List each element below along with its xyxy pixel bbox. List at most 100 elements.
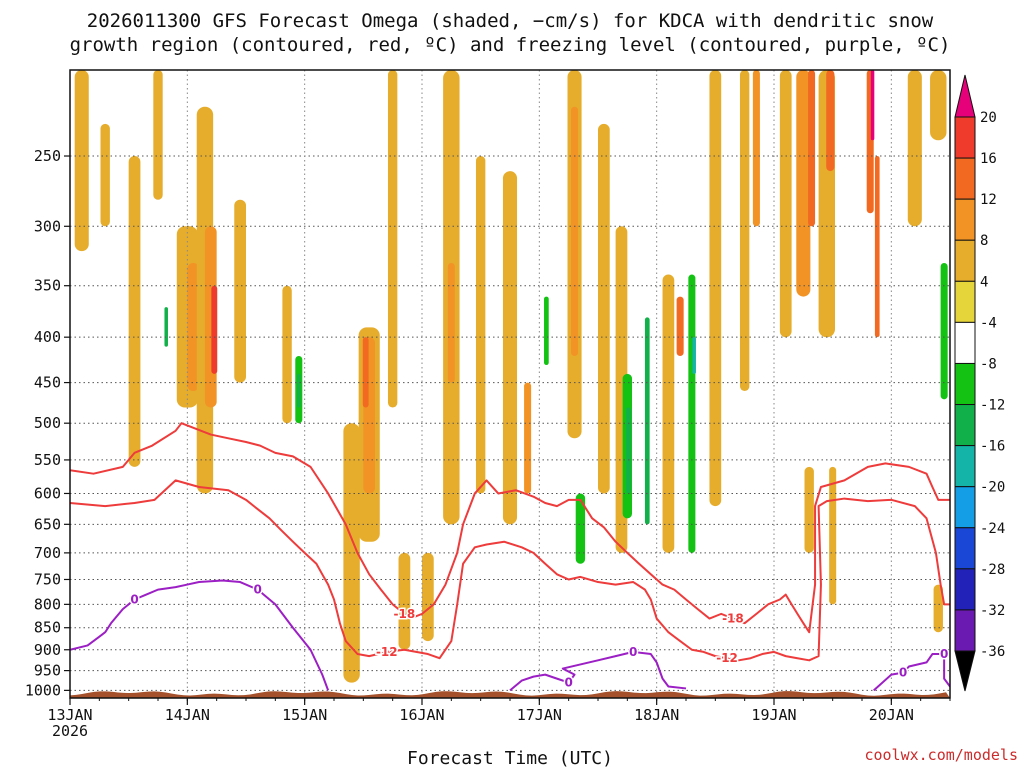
y-tick-label: 900: [34, 641, 61, 659]
omega-cell: [644, 317, 650, 525]
omega-cell: [297, 373, 301, 408]
colorbar-legend: 20 16 12 8 4 -4 -8 -12 -16 -20 -24 -28 -32 -36: [954, 74, 1005, 692]
omega-cell: [930, 70, 947, 141]
colorbar-bin: [954, 445, 976, 488]
omega-cell: [74, 70, 89, 252]
omega-cell: [688, 274, 696, 553]
colorbar-tick-label: 16: [980, 151, 997, 167]
colorbar-tick-label: -36: [980, 644, 1005, 660]
y-tick-label: 950: [34, 662, 61, 680]
omega-cell: [779, 70, 792, 338]
omega-cell: [362, 337, 369, 408]
colorbar-bin: [954, 198, 976, 241]
contour-label: 0: [899, 666, 907, 680]
omega-cell: [502, 171, 518, 525]
y-tick-label: 550: [34, 451, 61, 469]
omega-cell: [829, 466, 837, 605]
terrain-ground: [70, 691, 950, 698]
terrain-fill: [70, 691, 950, 698]
colorbar-top-arrow: [954, 74, 976, 118]
omega-cell: [804, 466, 814, 553]
x-tick-label: 17JAN: [517, 706, 562, 724]
x-tick-label: 14JAN: [165, 706, 210, 724]
omega-cell: [447, 263, 455, 383]
omega-cell: [153, 70, 163, 200]
omega-cell: [475, 156, 486, 494]
contour-label: 0: [564, 676, 572, 690]
contour-label: 0: [130, 593, 138, 607]
contour-label: -18: [394, 607, 416, 621]
colorbar-bin: [954, 609, 976, 652]
contour-label: 0: [629, 645, 637, 659]
omega-cell: [941, 636, 947, 659]
x-axis-time: 13JAN 14JAN 15JAN 16JAN 17JAN 18JAN 19JAN 20JAN: [47, 698, 951, 724]
omega-cell: [626, 407, 631, 494]
contour-label: -12: [376, 645, 398, 659]
contour-line: [70, 579, 330, 691]
y-tick-label: 800: [34, 595, 61, 613]
chart-title-line-1: 2026011300 GFS Forecast Omega (shaded, −…: [87, 10, 934, 32]
omega-cell: [128, 156, 141, 467]
omega-cell: [544, 296, 549, 366]
colorbar-tick-label: 20: [980, 110, 997, 126]
omega-cell: [278, 171, 284, 227]
x-tick-label: 20JAN: [869, 706, 914, 724]
chart-title-line-2: growth region (contoured, red, ºC) and f…: [70, 34, 951, 56]
colorbar-bin: [954, 321, 976, 364]
colorbar-tick-label: -32: [980, 603, 1005, 619]
omega-cell: [907, 70, 922, 227]
colorbar-tick-label: 4: [980, 274, 988, 290]
grid-lines: [70, 70, 950, 698]
omega-cell: [765, 337, 771, 400]
x-axis-year: 2026: [52, 722, 88, 740]
omega-cell: [126, 541, 132, 580]
colorbar-bin: [954, 362, 976, 406]
colorbar-tick-label: 12: [980, 192, 997, 208]
omega-cell: [187, 263, 200, 392]
y-tick-label: 850: [34, 619, 61, 637]
y-tick-label: 250: [34, 147, 61, 165]
omega-cell: [739, 70, 750, 392]
x-tick-label: 19JAN: [751, 706, 796, 724]
x-tick-label: 13JAN: [47, 706, 92, 724]
colorbar-bin: [954, 486, 976, 529]
omega-cell: [529, 541, 537, 590]
y-tick-label: 350: [34, 277, 61, 295]
omega-cell: [524, 382, 532, 494]
omega-cell: [927, 317, 938, 564]
omega-cell: [870, 70, 875, 141]
contour-line: [70, 422, 950, 634]
colorbar-tick-label: -20: [980, 480, 1005, 496]
omega-cell: [692, 337, 696, 374]
omega-cell: [571, 106, 579, 356]
x-tick-label: 16JAN: [399, 706, 444, 724]
contour-label: 0: [940, 647, 948, 661]
colorbar-bin: [954, 404, 976, 447]
omega-cell: [100, 123, 110, 227]
omega-cell: [662, 274, 675, 553]
x-axis-title: Forecast Time (UTC): [407, 748, 613, 768]
colorbar-bin: [954, 157, 976, 200]
credit-text: coolwx.com/models: [864, 746, 1018, 764]
omega-cell: [826, 70, 835, 172]
omega-cell: [211, 285, 218, 374]
colorbar-bin: [954, 568, 976, 611]
omega-cell: [598, 123, 610, 494]
x-tick-label: 18JAN: [634, 706, 679, 724]
y-tick-label: 600: [34, 484, 61, 502]
colorbar-tick-label: 8: [980, 233, 988, 249]
omega-cell: [676, 296, 684, 356]
plot-area: -18 -18 -12 -12 0 0 0 0 0 0: [70, 70, 950, 698]
omega-cell: [343, 423, 360, 683]
colorbar-bin: [954, 239, 976, 282]
y-tick-label: 300: [34, 217, 61, 235]
colorbar-tick-label: -24: [980, 521, 1005, 537]
contour-line: [509, 650, 687, 692]
omega-cell: [933, 584, 943, 633]
omega-cell: [940, 263, 948, 400]
omega-cell: [282, 285, 292, 424]
colorbar-tick-label: -12: [980, 398, 1005, 414]
omega-cell: [709, 70, 722, 507]
colorbar-tick-label: -4: [980, 315, 997, 331]
